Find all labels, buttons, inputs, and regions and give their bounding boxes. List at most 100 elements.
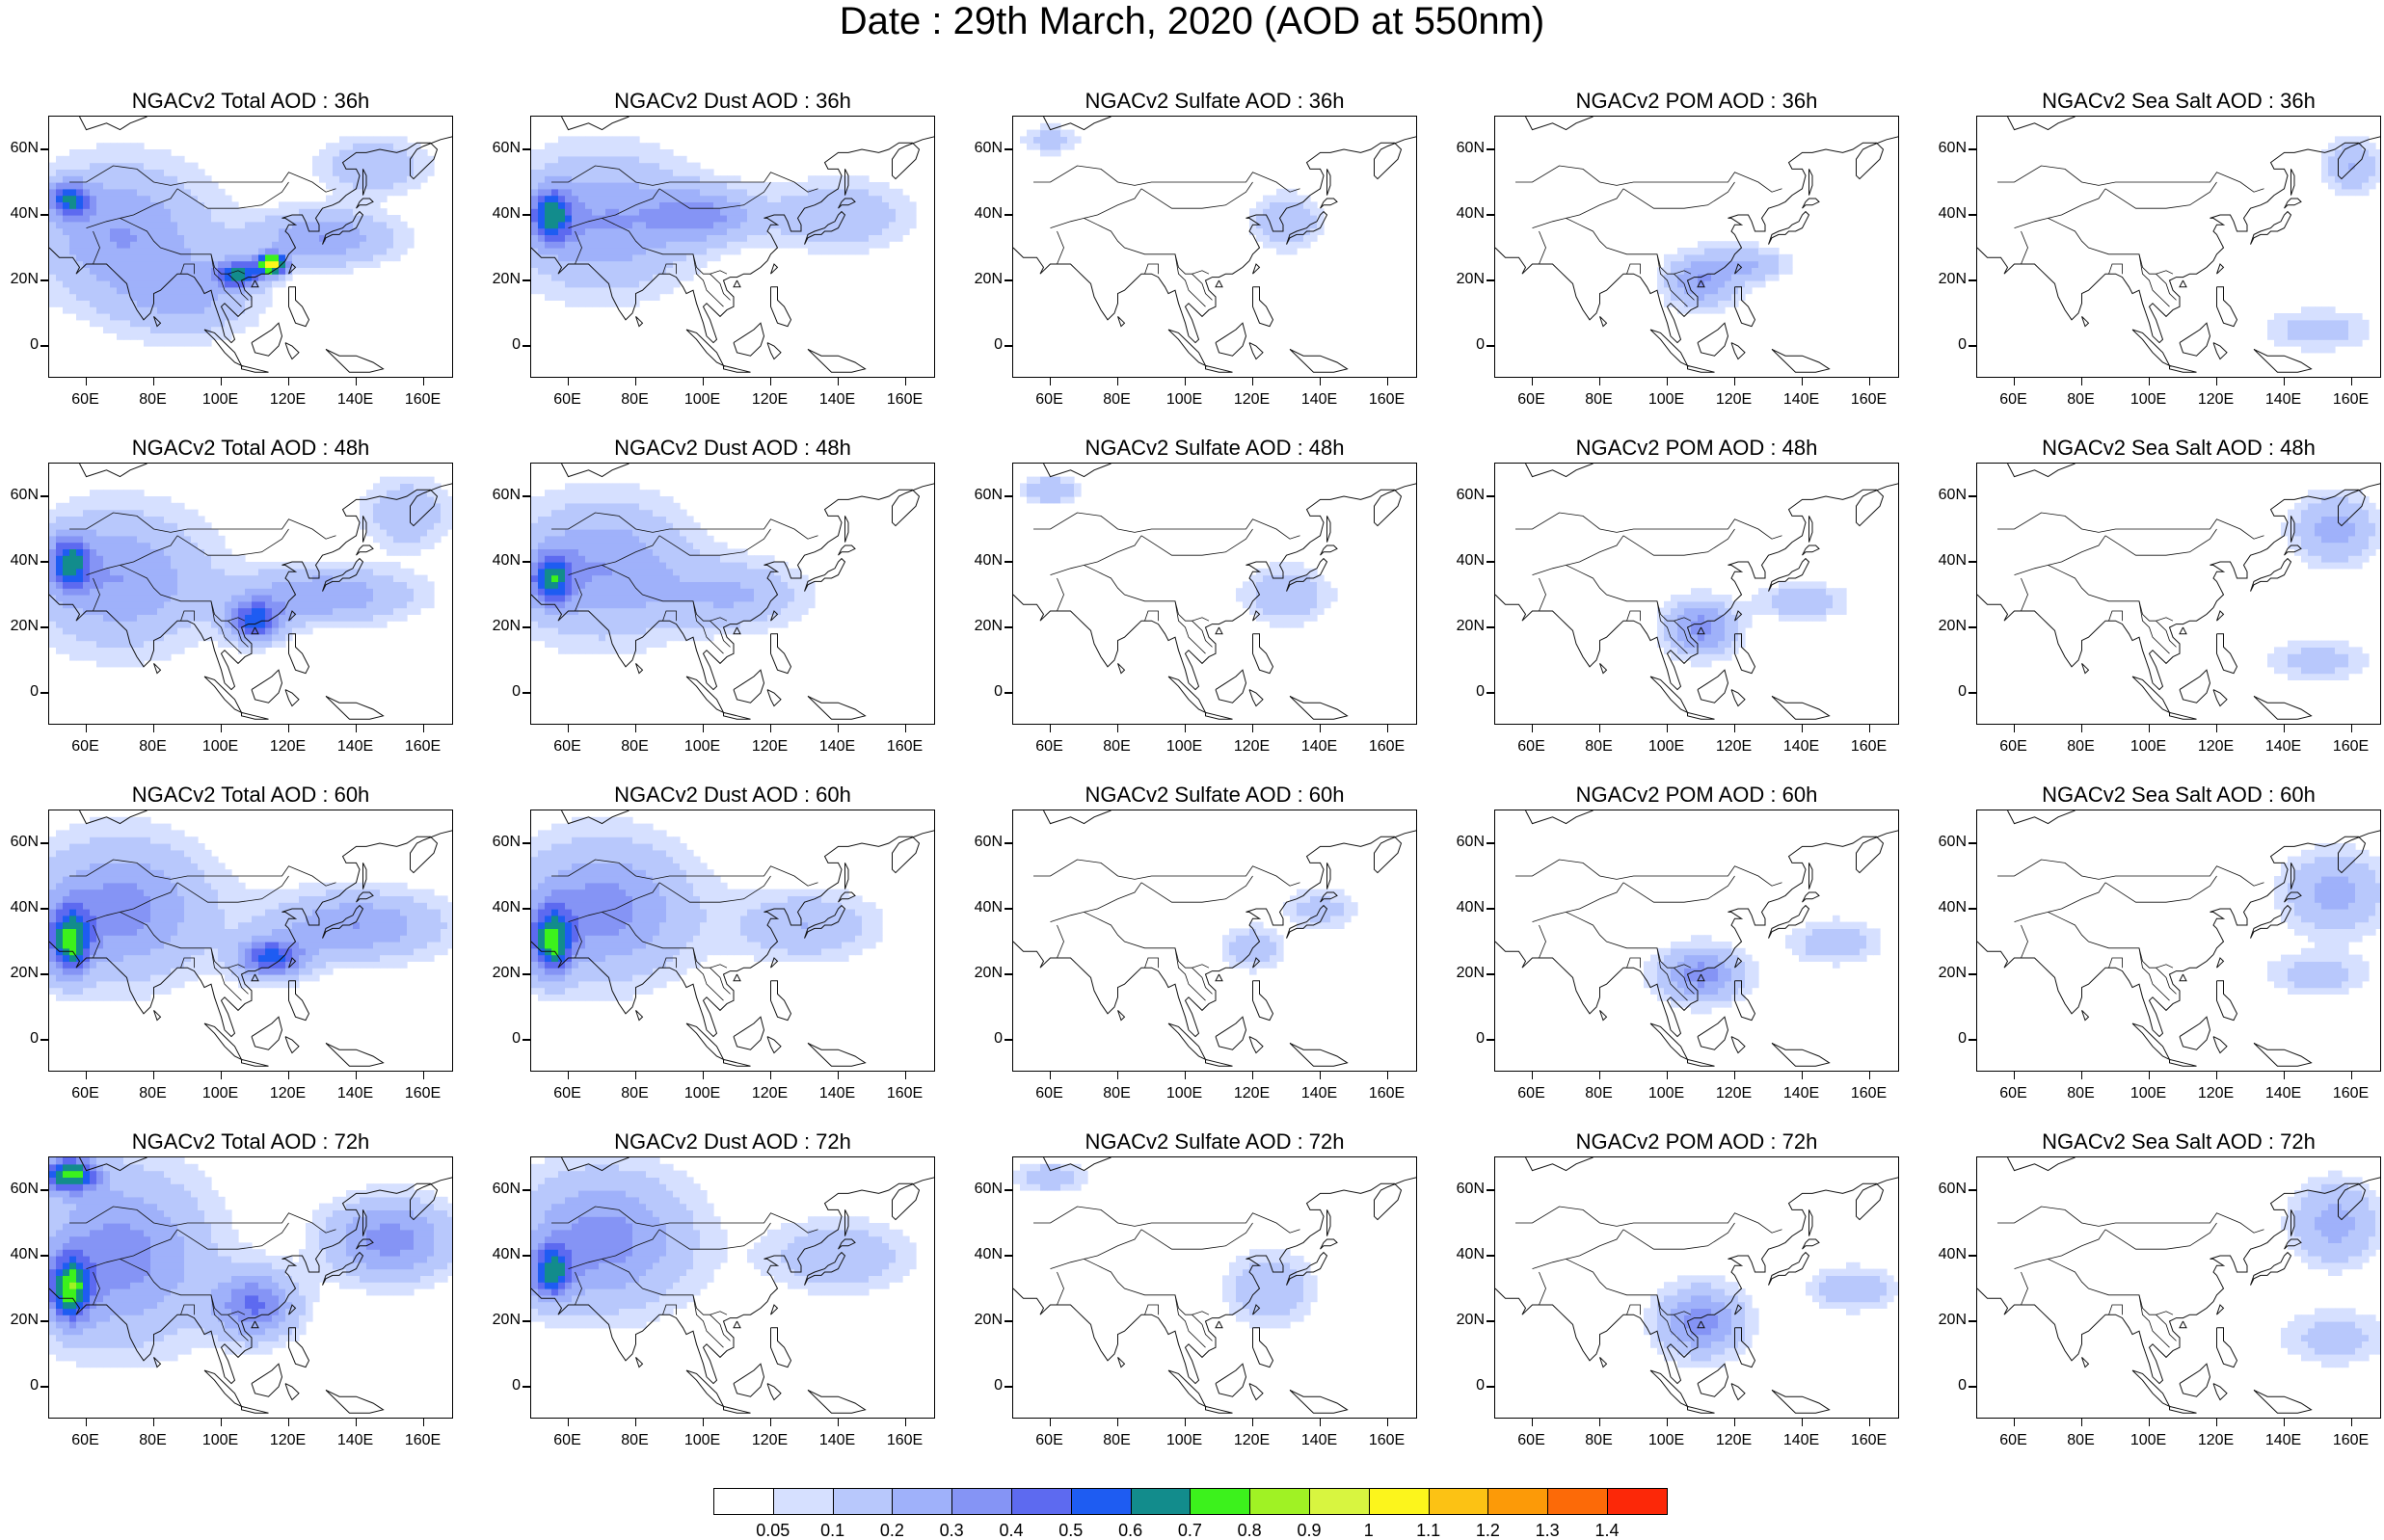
aod-cell [889,208,897,215]
aod-cell [592,522,600,529]
aod-cell [292,215,300,222]
aod-cell [862,215,870,222]
x-tick [1387,378,1389,385]
aod-cell [835,248,843,254]
aod-cell [2362,169,2370,175]
y-tick [1969,148,1976,150]
y-tick-label: 60N [945,487,1003,504]
aod-cell [272,234,280,241]
aod-cell [191,595,199,601]
aod-cell [538,248,546,254]
aod-cell [265,241,273,248]
aod-cell [164,294,172,301]
aod-cell [774,595,782,601]
aod-cell [727,588,735,595]
aod-cell [245,320,253,327]
aod-cell [639,608,647,615]
aod-cell [56,274,64,280]
aod-cell [211,182,219,189]
aod-cell [626,588,633,595]
aod-cell [558,490,566,496]
aod-cell [177,516,185,522]
aod-cell [592,529,600,536]
aod-cell [599,641,606,648]
aod-cell [2342,136,2349,143]
aod-cell [326,267,334,274]
aod-cell [531,201,539,208]
aod-cell [279,208,286,215]
aod-cell [204,332,212,339]
aod-cell [700,169,708,175]
aod-cell [599,267,606,274]
aod-cell [707,575,714,582]
aod-cell [49,510,57,517]
aod-cell [171,529,178,536]
aod-cell [346,261,354,268]
aod-cell [551,241,559,248]
aod-cell [177,332,185,339]
aod-cell [794,614,802,621]
aod-cell [565,555,573,562]
aod-cell [713,543,721,549]
aod-cell [306,614,313,621]
aod-cell [828,248,836,254]
aod-cell [130,169,138,175]
aod-cell [96,575,104,582]
aod-cell [56,261,64,268]
aod-cell [299,208,307,215]
aod-cell [599,555,606,562]
aod-cell [380,182,388,189]
aod-cell [558,222,566,228]
aod-cell [1040,490,1048,496]
aod-cell [747,581,755,588]
aod-cell [781,575,789,582]
aod-cell [740,189,748,196]
aod-cell [1718,248,1726,254]
aod-cell [639,641,647,648]
aod-cell [605,248,613,254]
aod-cell [56,608,64,615]
aod-cell [585,241,593,248]
aod-cell [191,241,199,248]
aod-cell [632,163,640,170]
aod-cell [211,581,219,588]
aod-cell [137,503,145,510]
aod-cell [639,261,647,268]
aod-cell [319,149,327,156]
coastline [1772,349,1830,372]
aod-cell [1290,196,1298,202]
aod-cell [646,510,654,517]
aod-cell [666,575,674,582]
aod-cell [400,516,408,522]
aod-cell [407,477,415,484]
aod-cell [680,581,687,588]
aod-cell [639,175,647,182]
aod-cell [1263,569,1271,575]
aod-cell [238,234,246,241]
aod-cell [171,548,178,555]
aod-cell [889,215,897,222]
aod-cell [653,149,660,156]
aod-cell [592,175,600,182]
aod-cell [137,267,145,274]
aod-cell [882,182,890,189]
aod-cell [123,261,131,268]
aod-cell [1698,248,1705,254]
aod-cell [393,536,401,543]
coastline [1253,287,1273,327]
aod-cell [393,234,401,241]
aod-cell [225,241,232,248]
country-border [2139,254,2170,306]
aod-cell [360,208,367,215]
aod-cell [531,261,539,268]
aod-cell [653,156,660,163]
aod-cell [76,503,84,510]
aod-cell [211,562,219,569]
aod-field-svg [1013,464,1417,725]
y-tick [40,345,48,347]
aod-cell [646,614,654,621]
aod-cell [1290,588,1298,595]
aod-cell [360,503,367,510]
aod-cell [123,254,131,261]
y-tick [522,345,530,347]
